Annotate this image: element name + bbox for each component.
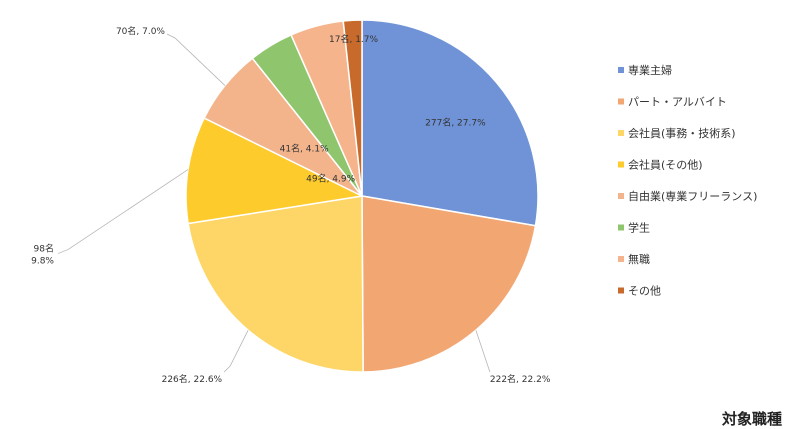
leader-line-4	[57, 169, 189, 254]
data-label-6: 41名, 4.1%	[280, 142, 329, 154]
data-label-1: 277名, 27.7%	[425, 117, 486, 129]
data-label-4: 98名 9.8%	[31, 243, 54, 267]
data-label-3: 226名, 22.6%	[162, 373, 223, 385]
data-label-2: 222名, 22.2%	[490, 373, 551, 385]
legend-swatch-4	[618, 161, 624, 168]
legend-entry-2: パート・アルバイト	[628, 96, 727, 109]
pie-slice-4	[185, 117, 365, 225]
leader-line-5	[166, 33, 226, 86]
pie-slice-1	[361, 19, 539, 227]
pie-slice-3	[187, 195, 364, 373]
legend-entry-4: 会社員(その他)	[628, 158, 703, 172]
pie-slice-8	[342, 19, 363, 197]
legend-entry-6: 学生	[628, 221, 650, 235]
leader-line-3	[223, 330, 249, 373]
chart-caption: 対象職種	[721, 410, 782, 428]
legend-entry-5: 自由業(専業フリーランス)	[628, 189, 757, 203]
leader-line-2	[475, 330, 491, 373]
legend-swatch-7	[618, 256, 624, 262]
legend-entry-1: 専業主婦	[628, 63, 672, 77]
legend-swatch-5	[618, 193, 624, 199]
pie-slice-2	[361, 195, 537, 373]
data-label-8: 17名, 1.7%	[329, 33, 378, 45]
legend-entry-8: その他	[628, 285, 661, 298]
data-label-5: 70名, 7.0%	[116, 25, 165, 37]
legend-swatch-2	[618, 98, 624, 105]
data-label-7: 49名, 4.9%	[306, 172, 355, 184]
legend-swatch-3	[618, 130, 624, 136]
legend-entry-7: 無職	[628, 252, 650, 266]
legend-swatch-6	[618, 224, 624, 231]
legend-swatch-8	[618, 287, 624, 294]
legend-entry-3: 会社員(事務・技術系)	[628, 126, 736, 140]
legend-swatch-1	[618, 67, 624, 73]
